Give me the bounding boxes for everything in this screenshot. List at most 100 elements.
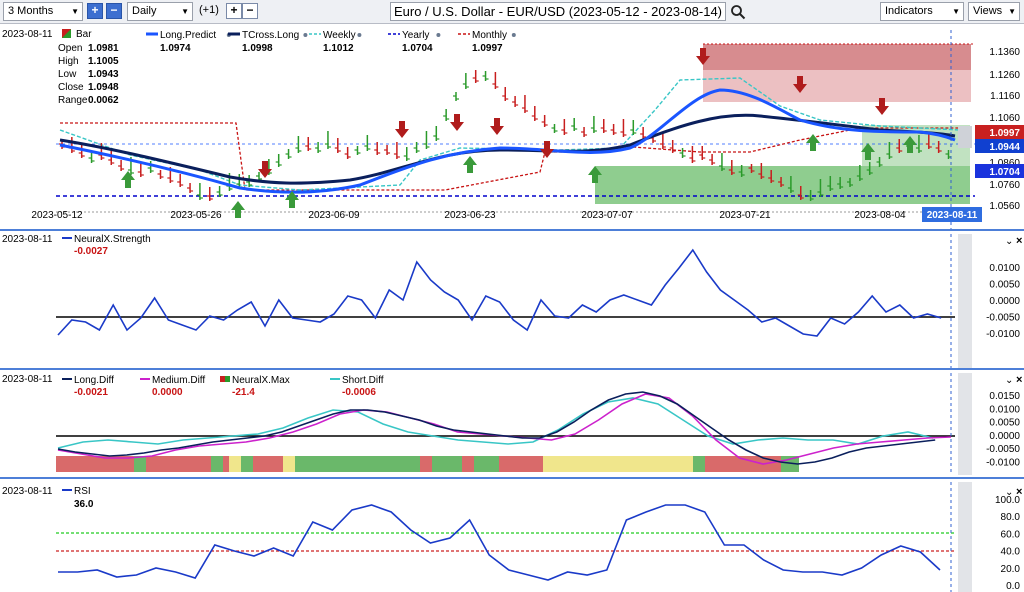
instrument-title[interactable]: Euro / U.S. Dollar - EUR/USD (2023-05-12… — [390, 2, 726, 21]
y-tick-label: 0.0000 — [989, 431, 1020, 442]
sell-arrow-icon — [258, 161, 272, 178]
diff-legend-name: Medium.Diff — [152, 375, 205, 386]
neuralx-max-bar — [705, 456, 781, 472]
diff-legend-name: Short.Diff — [342, 375, 384, 386]
views-dropdown[interactable]: Views ▼ — [968, 2, 1020, 21]
ohlc-label: Close — [58, 82, 84, 93]
strength-line — [57, 248, 942, 337]
range-select[interactable]: 3 Months ▼ — [3, 2, 83, 21]
current-date-tag — [922, 207, 982, 222]
rsi-panel[interactable]: 2023-08-11 RSI 36.0 100.0 80.0 60.0 40.0 20.… — [2, 482, 1020, 592]
minimize-panel-icon[interactable]: ⌄ — [1005, 487, 1013, 498]
y-tick-label: 0.0100 — [989, 404, 1020, 415]
sell-arrow-icon — [490, 118, 504, 135]
rsi-date-label: 2023-08-11 — [2, 486, 53, 497]
settings-dot-icon[interactable] — [436, 33, 441, 37]
neuralx-max-bar — [283, 456, 295, 472]
indicators-dropdown[interactable]: Indicators ▼ — [880, 2, 964, 21]
buy-arrow-icon — [463, 156, 477, 173]
chart-area[interactable]: 1.1360 1.1260 1.1160 1.1060 1.0860 1.0760 1.05… — [0, 24, 1024, 592]
neuralx-max-bar — [56, 456, 134, 472]
toolbar: 3 Months ▼ + − Daily ▼ (+1) + − Euro / U… — [0, 0, 1024, 24]
chevron-down-icon: ▼ — [952, 7, 960, 16]
views-label: Views — [973, 5, 1003, 17]
legend-value: 1.1012 — [323, 43, 354, 54]
settings-dot-icon[interactable] — [303, 33, 308, 37]
legend-value: 1.0998 — [242, 43, 273, 54]
long-diff-line — [57, 391, 936, 465]
y-tick-label: 0.0100 — [989, 263, 1020, 274]
y-tick-label: 1.1260 — [989, 70, 1020, 81]
x-tick-label: 2023-08-04 — [854, 210, 906, 221]
sell-arrow-icon — [540, 141, 554, 158]
settings-dot-icon[interactable] — [357, 33, 362, 37]
y-tick-label: 1.1160 — [990, 91, 1020, 102]
neuralx-max-bar — [241, 456, 253, 472]
legend-value: 1.0974 — [160, 43, 191, 54]
offset-minus-button[interactable]: − — [242, 3, 258, 19]
x-tick-label: 2023-06-09 — [308, 210, 360, 221]
zoom-out-button[interactable]: − — [106, 3, 122, 19]
neuralx-max-bar — [499, 456, 543, 472]
x-tick-label: 2023-07-21 — [719, 210, 771, 221]
sell-arrow-icon — [395, 121, 409, 138]
rsi-value: 36.0 — [74, 499, 94, 510]
y-tick-label: 40.0 — [1001, 547, 1021, 558]
diff-date-label: 2023-08-11 — [2, 374, 53, 385]
rsi-line — [58, 504, 941, 581]
y-tick-label: 1.1060 — [989, 113, 1020, 124]
minimize-panel-icon[interactable]: ⌄ — [1005, 236, 1013, 247]
y-tick-label: 0.0050 — [989, 280, 1020, 291]
long-predict-line — [59, 88, 956, 194]
offset-plus-button[interactable]: + — [226, 3, 242, 19]
ohlc-value: 1.0948 — [88, 82, 119, 93]
main-date-label: 2023-08-11 — [2, 29, 53, 40]
buy-arrow-icon — [231, 201, 245, 218]
price-tag-monthly: 1.0997 — [975, 125, 1024, 139]
diff-legend-value: -0.0006 — [342, 387, 376, 398]
neuralx-max-bar — [420, 456, 432, 472]
strength-date-label: 2023-08-11 — [2, 234, 53, 245]
search-icon[interactable] — [730, 4, 746, 20]
y-tick-label: -0.0100 — [986, 329, 1020, 340]
y-tick-label: 1.0760 — [989, 180, 1020, 191]
minimize-panel-icon[interactable]: ⌄ — [1005, 375, 1013, 386]
svg-text:2023-08-11: 2023-08-11 — [927, 210, 978, 221]
neuralx-max-bar — [253, 456, 283, 472]
resistance-zone — [703, 44, 971, 70]
ohlc-value: 1.0981 — [88, 43, 119, 54]
close-panel-icon[interactable]: × — [1016, 235, 1022, 247]
y-tick-label: 1.0560 — [989, 201, 1020, 212]
neuralx-max-bar — [146, 456, 211, 472]
medium-diff-line — [57, 393, 952, 465]
y-tick-label: 20.0 — [1001, 564, 1021, 575]
close-panel-icon[interactable]: × — [1016, 374, 1022, 386]
close-panel-icon[interactable]: × — [1016, 486, 1022, 498]
chevron-down-icon: ▼ — [181, 7, 189, 16]
neuralx-max-bar — [211, 456, 223, 472]
svg-text:1.0704: 1.0704 — [989, 167, 1020, 178]
y-tick-label: 60.0 — [1001, 529, 1021, 540]
legend-name: TCross.Long — [242, 30, 299, 41]
chevron-down-icon: ▼ — [71, 7, 79, 16]
ohlc-label: Open — [58, 43, 82, 54]
settings-dot-icon[interactable] — [511, 33, 516, 37]
legend-name: Weekly — [323, 30, 356, 41]
price-tag-yearly: 1.0704 — [975, 164, 1024, 178]
neuralx-max-bar — [229, 456, 241, 472]
main-price-panel[interactable]: 1.1360 1.1260 1.1160 1.1060 1.0860 1.0760 1.05… — [0, 24, 1024, 232]
diff-legend-value: 0.0000 — [152, 387, 183, 398]
interval-select[interactable]: Daily ▼ — [127, 2, 193, 21]
x-tick-label: 2023-07-07 — [581, 210, 633, 221]
zoom-in-button[interactable]: + — [87, 3, 103, 19]
y-tick-label: 80.0 — [1001, 512, 1021, 523]
strength-panel[interactable]: 2023-08-11 NeuralX.Strength -0.0027 0.01… — [2, 234, 1020, 368]
y-tick-label: -0.0050 — [986, 444, 1020, 455]
diff-panel[interactable]: 2023-08-11 Long.Diff-0.0021Medium.Diff0.… — [2, 373, 1020, 475]
resistance-zone-light — [703, 70, 971, 102]
indicators-label: Indicators — [885, 5, 933, 17]
legend-value: 1.0997 — [472, 43, 503, 54]
legend-name: Monthly — [472, 30, 507, 41]
neuralx-max-bar — [474, 456, 499, 472]
buy-arrow-icon — [285, 191, 299, 208]
